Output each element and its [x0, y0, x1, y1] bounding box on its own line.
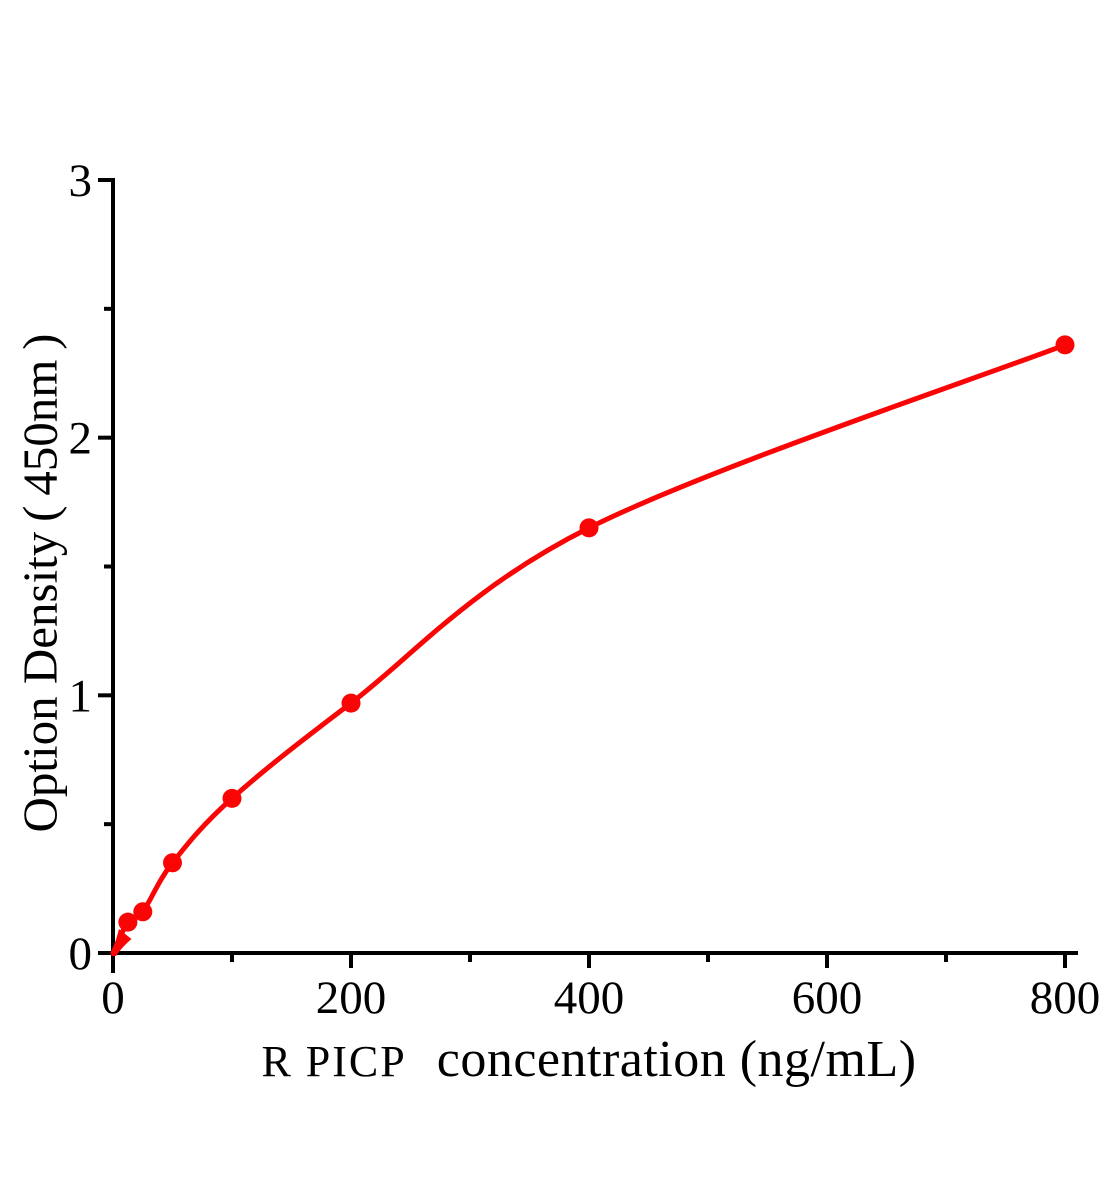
data-point: [133, 902, 153, 922]
y-tick-label: 2: [69, 413, 93, 465]
x-tick-label: 600: [792, 972, 863, 1024]
y-tick-label: 1: [69, 670, 93, 722]
data-point: [579, 518, 599, 538]
x-axis-title: R PICP concentration (ng/mL): [113, 1030, 1065, 1094]
data-point: [1055, 335, 1075, 355]
y-tick-label: 0: [69, 928, 93, 980]
curve-origin-hook: [111, 929, 132, 956]
data-point: [163, 853, 182, 873]
x-axis-title-prefix: R PICP: [261, 1037, 407, 1086]
x-tick-label: 400: [554, 972, 625, 1024]
fit-curve: [110, 342, 1068, 956]
y-axis-title: Option Density ( 450nm ): [12, 333, 68, 833]
x-tick-label: 200: [316, 972, 387, 1024]
x-tick-label: 0: [101, 972, 125, 1024]
data-point: [118, 912, 138, 932]
x-tick-label: 800: [1030, 972, 1101, 1024]
data-point: [222, 788, 242, 808]
x-axis-title-main: concentration (ng/mL): [436, 1031, 917, 1088]
data-point: [341, 693, 361, 713]
y-tick-label: 3: [69, 155, 93, 207]
